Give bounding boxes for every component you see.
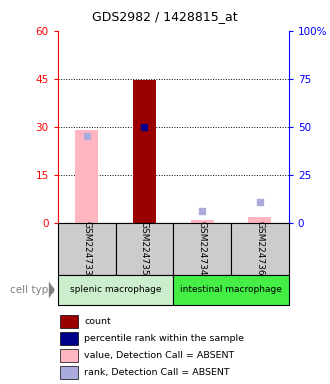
Bar: [248, 217, 271, 223]
Polygon shape: [49, 281, 55, 298]
Bar: [133, 80, 156, 223]
Point: [142, 124, 147, 130]
Bar: [75, 130, 98, 223]
Bar: [60, 332, 78, 345]
Bar: [173, 275, 289, 305]
Text: count: count: [84, 317, 111, 326]
Text: rank, Detection Call = ABSENT: rank, Detection Call = ABSENT: [84, 367, 230, 377]
Text: percentile rank within the sample: percentile rank within the sample: [84, 334, 244, 343]
Bar: [60, 366, 78, 379]
Text: GSM224736: GSM224736: [255, 221, 264, 276]
Text: value, Detection Call = ABSENT: value, Detection Call = ABSENT: [84, 351, 234, 360]
Bar: [58, 223, 115, 275]
Bar: [173, 223, 231, 275]
Text: GSM224733: GSM224733: [82, 221, 91, 276]
Text: GDS2982 / 1428815_at: GDS2982 / 1428815_at: [92, 10, 238, 23]
Point: [84, 133, 89, 139]
Bar: [60, 349, 78, 362]
Point: [199, 208, 205, 214]
Text: cell type: cell type: [10, 285, 54, 295]
Bar: [191, 220, 214, 223]
Text: GSM224735: GSM224735: [140, 221, 149, 276]
Bar: [231, 223, 289, 275]
Point: [257, 199, 263, 205]
Text: splenic macrophage: splenic macrophage: [70, 285, 161, 295]
Text: GSM224734: GSM224734: [198, 222, 207, 276]
Bar: [58, 275, 173, 305]
Bar: [115, 223, 173, 275]
Bar: [60, 315, 78, 328]
Text: intestinal macrophage: intestinal macrophage: [180, 285, 282, 295]
